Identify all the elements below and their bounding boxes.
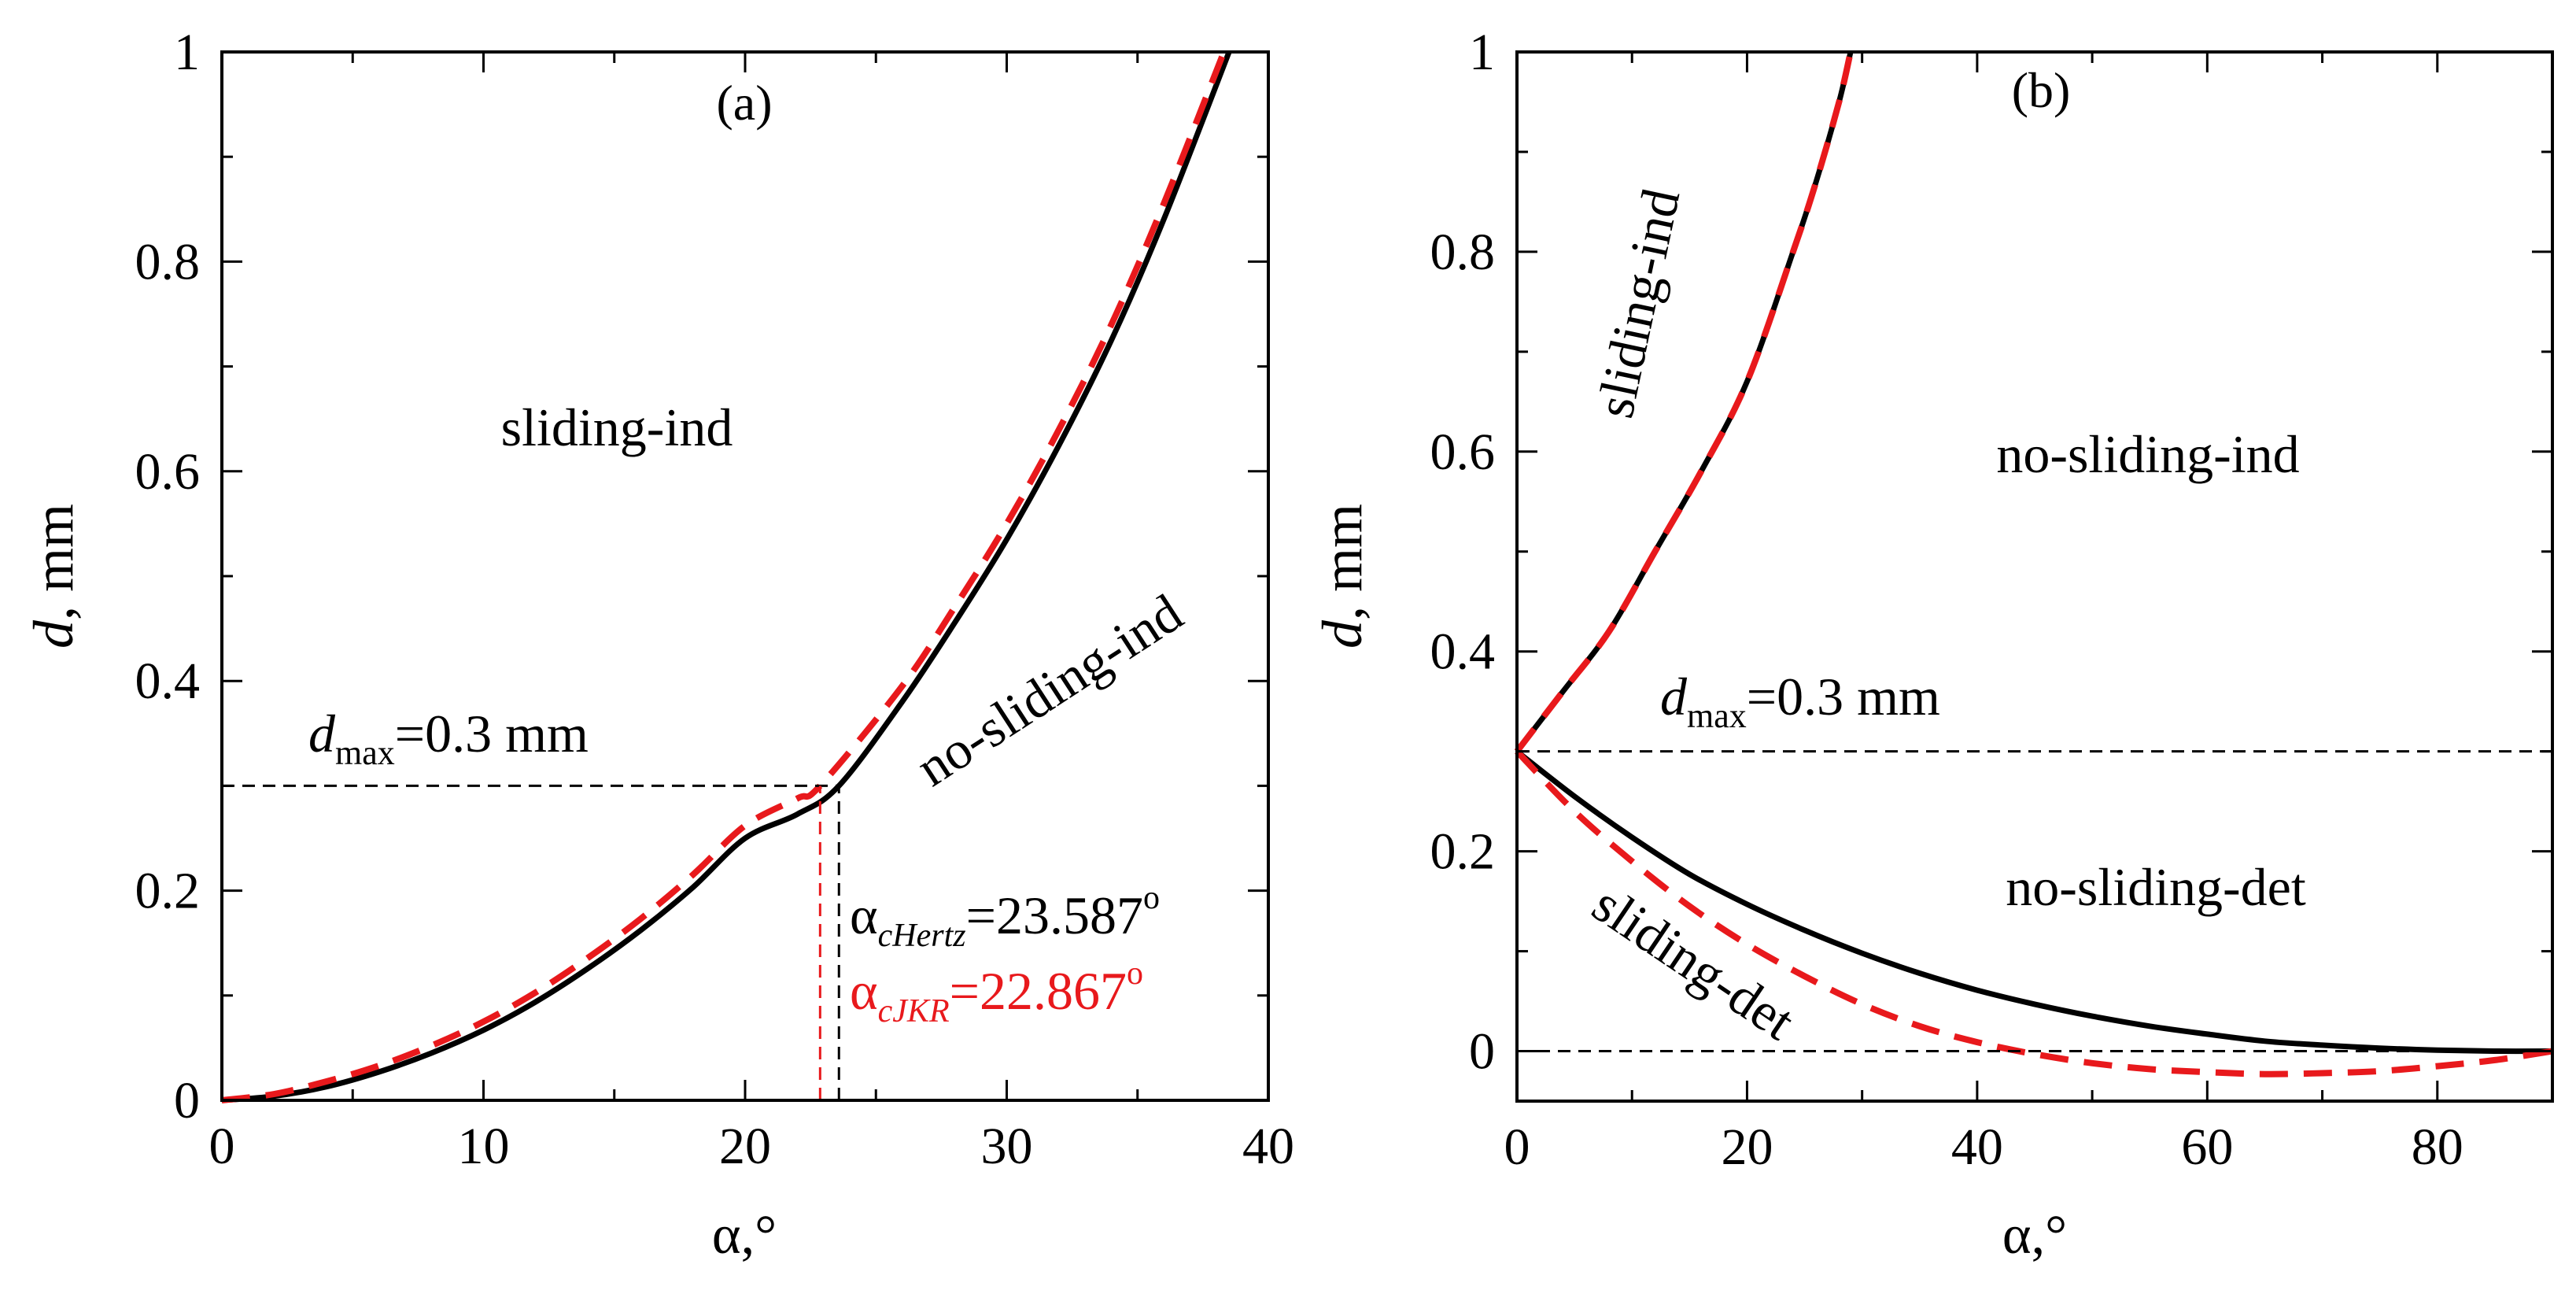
panel-a-curves [221,50,1232,1103]
panel-a-dmax-annotation: dmax=0.3 mm [308,704,589,772]
panel-b-y-tick-label: 0.4 [1430,623,1496,681]
panel-b-y-tick-label: 1 [1469,24,1495,81]
panel-a-ticks [220,50,1270,1102]
panel-a-x-axis-label: α,° [712,1205,777,1266]
panel-a-y-tick-label: 0 [174,1072,200,1129]
panel-b-x-tick-label: 60 [2181,1118,2233,1176]
panel-b-x-tick-label: 40 [1951,1118,2003,1176]
panel-b-x-tick-label: 20 [1721,1118,1773,1176]
panel-a-x-tick-label: 10 [458,1118,510,1175]
panel-a-y-tick-label: 0.4 [135,652,201,710]
panel-a-series-hertz [221,50,1232,1103]
panel-b-y-tick-label: 0 [1469,1023,1495,1081]
panel-a-reference-lines [222,784,840,1100]
panel-b-region-no-sliding-ind: no-sliding-ind [1996,424,2299,484]
panel-a-y-tick-label: 1 [174,24,200,81]
panel-b-y-tick-label: 0.6 [1430,423,1496,481]
panel-b-x-axis-label: α,° [2002,1205,2067,1266]
panel-b-y-axis-label: d, mm [1311,504,1374,649]
panel-a-y-axis-label: d, mm [22,504,85,649]
panel-b-ticks [1515,50,2552,1101]
panel-a-x-tick-label: 30 [981,1118,1033,1175]
panel-b-region-no-sliding-det: no-sliding-det [2006,857,2306,917]
panel-a-y-tick-label: 0.2 [135,863,201,920]
panel-a-series-jkr [221,50,1227,1103]
panel-a-x-tick-label: 40 [1242,1118,1294,1175]
panel-b-series-jkr-ind [1514,51,1854,754]
panel-b-x-tick-label: 80 [2412,1118,2463,1176]
panel-a-alpha-jkr-annotation: αcJKR=22.867o [850,955,1143,1029]
panel-b-dmax-annotation: dmax=0.3 mm [1660,667,1940,735]
panel-b-frame [1515,50,2554,1103]
panel-a-tick-labels: 0 10 20 30 40 0 0.2 0.4 0.6 0.8 1 [135,24,1295,1175]
panel-a-region-sliding-ind: sliding-ind [501,397,733,457]
panel-b-label: (b) [2012,62,2071,118]
panel-b-x-tick-label: 0 [1504,1118,1530,1176]
panel-b-y-tick-label: 0.2 [1430,823,1496,881]
panel-a-label: (a) [716,75,772,131]
panel-b-y-tick-label: 0.8 [1430,224,1496,281]
panel-a-x-tick-label: 0 [209,1118,235,1175]
panel-a-alpha-hertz-annotation: αcHertz=23.587o [850,880,1160,954]
panel-a-y-tick-label: 0.6 [135,443,201,501]
panel-b-series-hertz-det [1515,748,2553,1055]
panel-a-y-tick-label: 0.8 [135,233,201,290]
panel-b-tick-labels: 0 20 40 60 80 0 0.2 0.4 0.6 0.8 1 [1430,24,2463,1176]
panel-b-reference-lines [1517,750,2552,1053]
panel-a-x-tick-label: 20 [719,1118,771,1175]
